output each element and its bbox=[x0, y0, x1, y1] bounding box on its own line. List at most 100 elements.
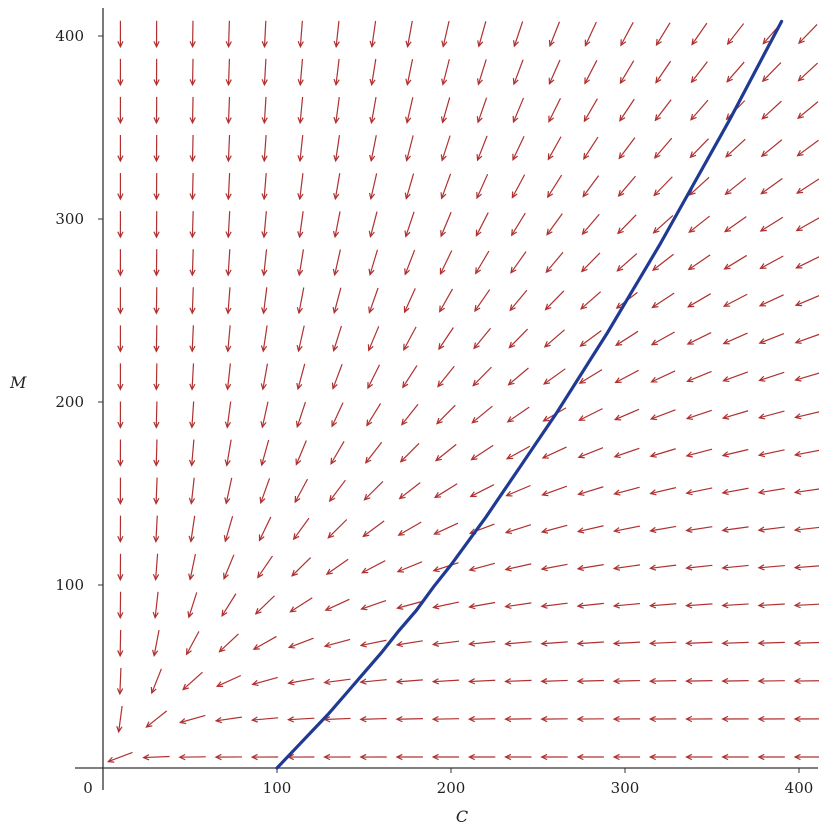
field-arrow-head bbox=[297, 231, 304, 239]
field-arrow-shaft bbox=[370, 135, 377, 161]
field-arrow bbox=[359, 639, 387, 648]
field-arrow bbox=[759, 255, 784, 270]
field-arrow-shaft bbox=[406, 20, 413, 47]
field-arrow-head bbox=[721, 753, 729, 761]
field-arrow-head bbox=[690, 113, 697, 121]
field-arrow-head bbox=[434, 454, 442, 462]
field-arrow-shaft bbox=[548, 59, 561, 84]
field-arrow-head bbox=[546, 228, 553, 236]
field-arrow-head bbox=[612, 602, 620, 609]
field-arrow-head bbox=[512, 115, 519, 124]
field-arrow-head bbox=[260, 345, 268, 353]
field-arrow-shaft bbox=[288, 677, 315, 684]
field-arrow bbox=[333, 20, 340, 49]
field-arrow-head bbox=[189, 383, 196, 391]
field-arrow-shaft bbox=[614, 679, 641, 682]
field-arrow bbox=[225, 134, 232, 163]
field-arrow bbox=[757, 564, 785, 571]
field-arrow bbox=[117, 20, 124, 49]
field-arrow bbox=[189, 401, 196, 429]
field-arrow bbox=[152, 629, 160, 657]
field-arrow bbox=[332, 211, 341, 239]
field-arrow-head bbox=[650, 376, 658, 383]
field-arrow-head bbox=[467, 753, 475, 761]
field-arrow bbox=[361, 560, 386, 574]
field-arrow bbox=[540, 602, 568, 609]
field-arrow-head bbox=[117, 497, 124, 505]
field-arrow bbox=[405, 20, 413, 48]
field-arrow bbox=[223, 515, 234, 543]
field-arrow-shaft bbox=[796, 217, 819, 232]
field-arrow-head bbox=[323, 641, 332, 648]
field-arrow-shaft bbox=[761, 139, 783, 157]
y-tick-label: 200 bbox=[55, 393, 84, 411]
field-arrow-shaft bbox=[545, 290, 565, 310]
field-arrow-shaft bbox=[441, 135, 451, 161]
field-arrow-head bbox=[260, 459, 267, 467]
field-arrow bbox=[153, 211, 160, 239]
field-arrow-head bbox=[580, 265, 588, 273]
field-arrow-head bbox=[295, 420, 302, 429]
field-arrow-head bbox=[477, 40, 484, 48]
field-arrow-head bbox=[402, 381, 409, 389]
field-arrow-shaft bbox=[577, 602, 604, 607]
field-arrow-head bbox=[261, 193, 268, 201]
field-arrow-head bbox=[757, 753, 765, 761]
field-arrow-shaft bbox=[505, 563, 532, 571]
field-arrow-head bbox=[433, 492, 442, 499]
field-arrow-head bbox=[758, 375, 766, 382]
field-arrow-head bbox=[649, 414, 658, 421]
field-arrow-head bbox=[257, 571, 264, 579]
field-arrow-head bbox=[614, 377, 622, 384]
field-arrow-head bbox=[359, 641, 367, 648]
field-arrow-head bbox=[117, 612, 124, 620]
field-arrow-shaft bbox=[360, 717, 387, 720]
field-arrow bbox=[368, 287, 379, 314]
field-arrow-head bbox=[612, 753, 620, 761]
field-arrow-head bbox=[540, 715, 548, 723]
field-arrow-shaft bbox=[186, 631, 200, 655]
field-arrow-head bbox=[584, 77, 591, 85]
field-arrow bbox=[106, 751, 133, 763]
field-arrow-shaft bbox=[758, 526, 785, 531]
field-arrow bbox=[761, 62, 782, 83]
field-arrow bbox=[583, 98, 598, 123]
field-arrow-head bbox=[332, 306, 339, 315]
field-arrow-head bbox=[468, 603, 476, 610]
field-arrow-head bbox=[509, 304, 516, 312]
field-arrow-head bbox=[685, 451, 693, 458]
field-arrow bbox=[297, 58, 304, 87]
field-arrow bbox=[721, 602, 749, 609]
field-arrow-head bbox=[685, 413, 694, 420]
field-arrow-shaft bbox=[333, 287, 342, 313]
field-arrow-head bbox=[505, 490, 513, 497]
field-arrow bbox=[690, 61, 708, 84]
field-arrow bbox=[360, 599, 387, 611]
field-arrow bbox=[178, 753, 206, 761]
field-arrow-shaft bbox=[614, 564, 641, 570]
field-arrow-head bbox=[368, 306, 375, 314]
field-arrow bbox=[504, 715, 532, 723]
field-arrow-head bbox=[650, 339, 658, 346]
field-arrow-head bbox=[761, 75, 769, 83]
field-arrow-head bbox=[324, 605, 332, 611]
field-arrow-head bbox=[613, 452, 621, 459]
field-arrow-head bbox=[613, 489, 621, 496]
field-arrow bbox=[689, 138, 709, 159]
field-arrow bbox=[431, 753, 460, 761]
field-arrow bbox=[576, 715, 604, 723]
field-arrow-shaft bbox=[368, 287, 379, 313]
field-arrow-shaft bbox=[399, 482, 421, 500]
field-arrow-shaft bbox=[191, 211, 194, 238]
field-arrow bbox=[721, 410, 749, 420]
y-tick-label: 300 bbox=[55, 210, 84, 228]
field-arrow-shaft bbox=[362, 520, 385, 537]
field-arrow bbox=[221, 593, 237, 617]
field-arrow-shaft bbox=[433, 640, 460, 646]
field-arrow-head bbox=[476, 154, 483, 162]
field-arrow-head bbox=[798, 37, 805, 45]
field-arrow-head bbox=[543, 341, 551, 348]
field-arrow-shaft bbox=[155, 515, 158, 542]
field-arrow bbox=[721, 487, 749, 496]
field-arrow bbox=[261, 249, 268, 277]
